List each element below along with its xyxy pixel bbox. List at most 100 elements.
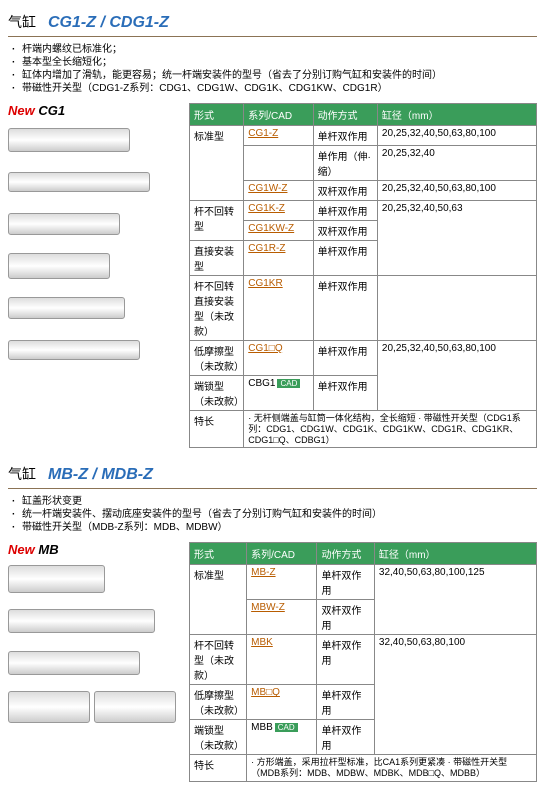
col-action: 动作方式 (313, 104, 377, 126)
series-link[interactable]: MBBCAD (247, 720, 317, 755)
series-link[interactable]: MB□Q (247, 685, 317, 720)
cell-action: 单杆双作用 (317, 685, 374, 720)
cylinder-image (8, 120, 183, 160)
cell-action: 双杆双作用 (313, 181, 377, 201)
col-action: 动作方式 (317, 543, 374, 565)
series-link[interactable]: CG1KR (244, 276, 313, 341)
sec1-bullets: 杆端内螺纹已标准化； 基本型全长缩短化； 缸体内增加了滑轨，能更容易；统一杆端安… (8, 43, 537, 95)
cell-type: 低摩擦型（未改款） (190, 341, 244, 376)
cylinder-image (8, 643, 183, 683)
cell-action: 单杆双作用 (317, 635, 374, 685)
sec1-content: New CG1 形式 系列/CAD 动作方式 缸径（mm） 标准型 CG1-Z … (8, 103, 537, 448)
cell-type: 低摩擦型（未改款） (190, 685, 247, 720)
series-link[interactable]: CG1-Z (244, 126, 313, 146)
series-link[interactable]: CG1KW-Z (244, 221, 313, 241)
sec1-model: CG1-Z / CDG1-Z (48, 14, 169, 32)
cell-action: 单杆双作用 (313, 201, 377, 221)
cell-series (244, 146, 313, 181)
bullet-item: 缸盖形状变更 (22, 495, 537, 508)
cell-type: 直接安装型 (190, 241, 244, 276)
cylinder-image (8, 601, 183, 641)
series-link[interactable]: MBK (247, 635, 317, 685)
cell-action: 双杆双作用 (317, 600, 374, 635)
series-link[interactable]: MB-Z (247, 565, 317, 600)
sec2-bullets: 缸盖形状变更 统一杆端安装件、摆动底座安装件的型号（省去了分别订购气缸和安装件的… (8, 495, 537, 534)
feat-label: 特长 (190, 755, 247, 782)
col-bore: 缸径（mm） (377, 104, 536, 126)
cell-action: 单杆双作用 (317, 720, 374, 755)
bullet-item: 杆端内螺纹已标准化； (22, 43, 537, 56)
sec2-header: 气缸 MB-Z / MDB-Z (8, 464, 537, 484)
cylinder-image (8, 162, 183, 202)
cylinder-image (8, 246, 183, 286)
bullet-item: 缸体内增加了滑轨，能更容易；统一杆端安装件的型号（省去了分别订购气缸和安装件的时… (22, 69, 537, 82)
series-link[interactable]: CG1W-Z (244, 181, 313, 201)
feat-text: · 无杆侧端盖与缸筒一体化结构，全长缩短 · 带磁性开关型（CDG1系列：CDG… (244, 411, 537, 448)
series-link[interactable]: CG1K-Z (244, 201, 313, 221)
cell-type: 标准型 (190, 126, 244, 201)
cell-bore: 32,40,50,63,80,100 (374, 635, 536, 755)
series-link[interactable]: CG1R-Z (244, 241, 313, 276)
cell-action: 单杆双作用 (317, 565, 374, 600)
cell-type: 端锁型（未改款） (190, 720, 247, 755)
table-row: 杆不回转型（未改款） MBK 单杆双作用 32,40,50,63,80,100 (190, 635, 537, 685)
table-row: 标准型 MB-Z 单杆双作用 32,40,50,63,80,100,125 (190, 565, 537, 600)
feat-label: 特长 (190, 411, 244, 448)
table-header-row: 形式 系列/CAD 动作方式 缸径（mm） (190, 104, 537, 126)
cell-action: 单杆双作用 (313, 376, 377, 411)
table-row: 低摩擦型（未改款） CG1□Q 单杆双作用 20,25,32,40,50,63,… (190, 341, 537, 376)
sec1-label: 气缸 (8, 12, 36, 32)
new-badge: New CG1 (8, 103, 183, 118)
cell-bore: 20,25,32,40,50,63,80,100 (377, 341, 536, 411)
cylinder-image (8, 559, 183, 599)
cell-bore: 20,25,32,40,50,63 (377, 201, 536, 276)
feature-row: 特长 · 方形端盖，采用拉杆型标准，比CA1系列更紧凑 · 带磁性开关型（MDB… (190, 755, 537, 782)
cell-type: 杆不回转直接安装型（未改款） (190, 276, 244, 341)
sec2-images: New MB (8, 542, 183, 782)
sec2-content: New MB 形式 系列/CAD 动作方式 缸径（mm） 标准型 MB-Z 单杆… (8, 542, 537, 782)
new-badge: New MB (8, 542, 183, 557)
table-header-row: 形式 系列/CAD 动作方式 缸径（mm） (190, 543, 537, 565)
cell-action: 单作用（伸·缩） (313, 146, 377, 181)
cell-type: 杆不回转型（未改款） (190, 635, 247, 685)
col-series: 系列/CAD (244, 104, 313, 126)
bullet-item: 带磁性开关型（CDG1-Z系列：CDG1、CDG1W、CDG1K、CDG1KW、… (22, 82, 537, 95)
series-link[interactable]: CBG1CAD (244, 376, 313, 411)
sec2-table-wrap: 形式 系列/CAD 动作方式 缸径（mm） 标准型 MB-Z 单杆双作用 32,… (189, 542, 537, 782)
cell-type: 端锁型（未改款） (190, 376, 244, 411)
feature-row: 特长 · 无杆侧端盖与缸筒一体化结构，全长缩短 · 带磁性开关型（CDG1系列：… (190, 411, 537, 448)
divider (8, 488, 537, 489)
cell-action: 双杆双作用 (313, 221, 377, 241)
cell-bore: 20,25,32,40 (377, 146, 536, 181)
table-row: 杆不回转直接安装型（未改款） CG1KR 单杆双作用 (190, 276, 537, 341)
cad-icon: CAD (275, 723, 298, 732)
cell-type: 杆不回转型 (190, 201, 244, 241)
cell-bore (377, 276, 536, 341)
col-type: 形式 (190, 104, 244, 126)
col-bore: 缸径（mm） (374, 543, 536, 565)
cylinder-image (8, 330, 183, 370)
cell-action: 单杆双作用 (313, 241, 377, 276)
col-type: 形式 (190, 543, 247, 565)
series-link[interactable]: MBW-Z (247, 600, 317, 635)
cell-action: 单杆双作用 (313, 126, 377, 146)
sec2-table: 形式 系列/CAD 动作方式 缸径（mm） 标准型 MB-Z 单杆双作用 32,… (189, 542, 537, 782)
sec1-images: New CG1 (8, 103, 183, 448)
sec2-label: 气缸 (8, 464, 36, 484)
sec1-table: 形式 系列/CAD 动作方式 缸径（mm） 标准型 CG1-Z 单杆双作用 20… (189, 103, 537, 448)
series-link[interactable]: CG1□Q (244, 341, 313, 376)
sec1-table-wrap: 形式 系列/CAD 动作方式 缸径（mm） 标准型 CG1-Z 单杆双作用 20… (189, 103, 537, 448)
cell-bore: 20,25,32,40,50,63,80,100 (377, 126, 536, 146)
feat-text: · 方形端盖，采用拉杆型标准，比CA1系列更紧凑 · 带磁性开关型（MDB系列：… (247, 755, 537, 782)
bullet-item: 统一杆端安装件、摆动底座安装件的型号（省去了分别订购气缸和安装件的时间） (22, 508, 537, 521)
cell-bore: 32,40,50,63,80,100,125 (374, 565, 536, 635)
cylinder-image (8, 204, 183, 244)
cell-bore: 20,25,32,40,50,63,80,100 (377, 181, 536, 201)
table-row: 杆不回转型 CG1K-Z 单杆双作用 20,25,32,40,50,63 (190, 201, 537, 221)
col-series: 系列/CAD (247, 543, 317, 565)
cell-type: 标准型 (190, 565, 247, 635)
bullet-item: 带磁性开关型（MDB-Z系列：MDB、MDBW） (22, 521, 537, 534)
table-row: 标准型 CG1-Z 单杆双作用 20,25,32,40,50,63,80,100 (190, 126, 537, 146)
bullet-item: 基本型全长缩短化； (22, 56, 537, 69)
sec2-model: MB-Z / MDB-Z (48, 466, 153, 484)
